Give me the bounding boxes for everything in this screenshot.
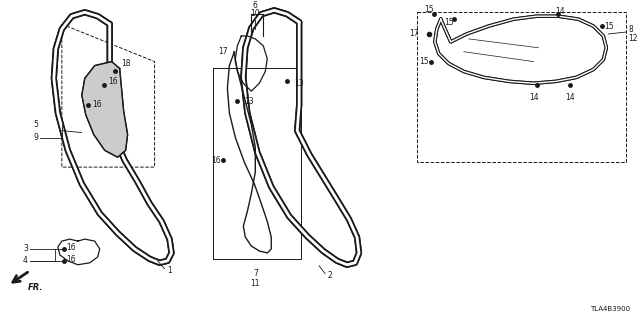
Text: 15: 15	[604, 21, 614, 31]
Text: 14: 14	[529, 93, 538, 102]
Text: 17: 17	[409, 29, 419, 38]
Text: 18: 18	[122, 60, 131, 68]
Text: 4: 4	[23, 256, 28, 265]
Text: 16: 16	[108, 77, 117, 86]
Text: 7: 7	[253, 269, 258, 278]
Text: 11: 11	[250, 279, 260, 288]
Text: 16: 16	[66, 244, 76, 252]
Text: 15: 15	[419, 57, 428, 66]
Polygon shape	[82, 61, 127, 157]
Text: 17: 17	[218, 47, 227, 56]
Text: 14: 14	[566, 93, 575, 102]
Text: 13: 13	[244, 97, 254, 106]
Text: 9: 9	[33, 133, 38, 142]
Text: 2: 2	[327, 271, 332, 280]
Text: 15: 15	[424, 5, 433, 14]
Text: 16: 16	[92, 100, 101, 109]
Text: 14: 14	[556, 7, 565, 16]
Text: 12: 12	[628, 35, 638, 44]
Text: 10: 10	[250, 9, 260, 18]
Text: 6: 6	[253, 1, 258, 10]
Text: TLA4B3900: TLA4B3900	[590, 306, 630, 312]
Text: 15: 15	[444, 18, 453, 27]
Text: FR.: FR.	[28, 283, 44, 292]
Text: 8: 8	[628, 25, 633, 34]
Text: 1: 1	[168, 266, 172, 275]
Text: 16: 16	[211, 156, 221, 165]
Text: 16: 16	[66, 255, 76, 264]
Text: 5: 5	[33, 120, 38, 129]
Text: 13: 13	[294, 79, 304, 88]
Text: 3: 3	[23, 244, 28, 253]
